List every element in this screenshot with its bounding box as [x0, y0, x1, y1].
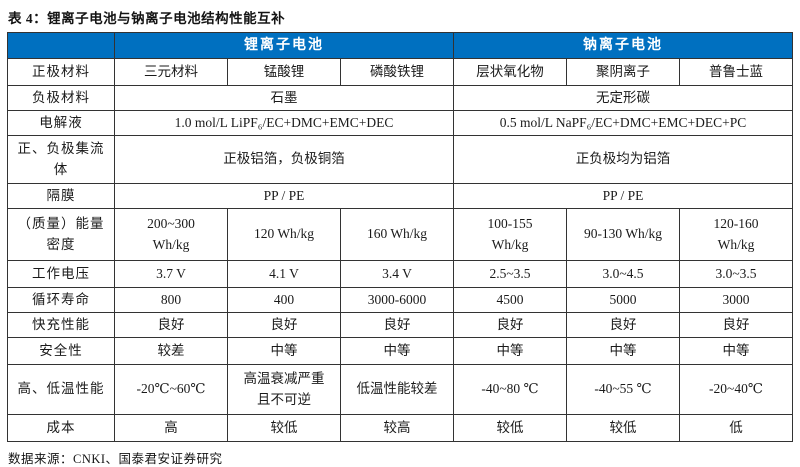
table-cell: 中等: [453, 337, 567, 365]
table-cell: 3.0~3.5: [679, 260, 793, 288]
row-label: 正极材料: [7, 58, 115, 86]
row-label: 正、负极集流 体: [7, 135, 115, 184]
row-label: 安全性: [7, 337, 115, 365]
table-cell: 1.0 mol/L LiPF₆/EC+DMC+EMC+DEC: [114, 110, 454, 136]
table-row-fast-charge: 快充性能 良好 良好 良好 良好 良好 良好: [7, 312, 793, 338]
row-label: 工作电压: [7, 260, 115, 288]
table-cell: 中等: [227, 337, 341, 365]
table-cell: 400: [227, 287, 341, 313]
row-label: （质量）能量 密度: [7, 208, 115, 261]
table-row-current-collector: 正、负极集流 体 正极铝箔，负极铜箔 正负极均为铝箔: [7, 135, 793, 184]
table-cell: 低温性能较差: [340, 364, 454, 415]
table-cell: 3.0~4.5: [566, 260, 680, 288]
table-cell: 中等: [340, 337, 454, 365]
header-empty-cell: [7, 32, 115, 59]
header-lithium: 锂离子电池: [114, 32, 454, 59]
table-cell: 120-160 Wh/kg: [679, 208, 793, 261]
table-cell: 良好: [340, 312, 454, 338]
table-cell: 低: [679, 414, 793, 442]
row-label: 快充性能: [7, 312, 115, 338]
header-sodium: 钠离子电池: [453, 32, 793, 59]
row-label: 循环寿命: [7, 287, 115, 313]
table-cell: 160 Wh/kg: [340, 208, 454, 261]
table-cell: 3000-6000: [340, 287, 454, 313]
table-cell: 较低: [227, 414, 341, 442]
table-cell: 无定形碳: [453, 85, 793, 111]
table-cell: 良好: [566, 312, 680, 338]
table-cell: 三元材料: [114, 58, 228, 86]
table-cell: -40~55 ℃: [566, 364, 680, 415]
row-label: 电解液: [7, 110, 115, 136]
table-cell: 正负极均为铝箔: [453, 135, 793, 184]
table-cell: 5000: [566, 287, 680, 313]
table-cell: 800: [114, 287, 228, 313]
table-cell: 3000: [679, 287, 793, 313]
table-cell: 磷酸铁锂: [340, 58, 454, 86]
table-cell: 良好: [453, 312, 567, 338]
table-cell: -40~80 ℃: [453, 364, 567, 415]
table-cell: 200~300 Wh/kg: [114, 208, 228, 261]
table-cell: -20℃~60℃: [114, 364, 228, 415]
table-cell: 中等: [566, 337, 680, 365]
table-cell: 较高: [340, 414, 454, 442]
table-cell: PP / PE: [453, 183, 793, 209]
table-cell: 100-155 Wh/kg: [453, 208, 567, 261]
table-cell: 较差: [114, 337, 228, 365]
table-cell: -20~40℃: [679, 364, 793, 415]
row-label: 成本: [7, 414, 115, 442]
table-title: 表 4：锂离子电池与钠离子电池结构性能互补: [8, 11, 286, 26]
battery-comparison-table: 锂离子电池 钠离子电池 正极材料 三元材料 锰酸锂 磷酸铁锂 层状氧化物 聚阴离…: [7, 32, 793, 442]
table-cell: 正极铝箔，负极铜箔: [114, 135, 454, 184]
table-cell: 良好: [679, 312, 793, 338]
table-row-separator: 隔膜 PP / PE PP / PE: [7, 183, 793, 209]
table-cell: 较低: [453, 414, 567, 442]
table-row-cathode: 正极材料 三元材料 锰酸锂 磷酸铁锂 层状氧化物 聚阴离子 普鲁士蓝: [7, 58, 793, 86]
table-cell: 普鲁士蓝: [679, 58, 793, 86]
table-cell: 较低: [566, 414, 680, 442]
table-cell: 4500: [453, 287, 567, 313]
table-cell: 良好: [114, 312, 228, 338]
table-row-safety: 安全性 较差 中等 中等 中等 中等 中等: [7, 337, 793, 365]
table-row-cycle-life: 循环寿命 800 400 3000-6000 4500 5000 3000: [7, 287, 793, 313]
table-cell: 4.1 V: [227, 260, 341, 288]
table-cell: 聚阴离子: [566, 58, 680, 86]
table-cell: 层状氧化物: [453, 58, 567, 86]
table-cell: 2.5~3.5: [453, 260, 567, 288]
table-row-temperature-performance: 高、低温性能 -20℃~60℃ 高温衰减严重 且不可逆 低温性能较差 -40~8…: [7, 364, 793, 415]
table-cell: 3.7 V: [114, 260, 228, 288]
table-cell: 锰酸锂: [227, 58, 341, 86]
row-label: 隔膜: [7, 183, 115, 209]
table-cell: 90-130 Wh/kg: [566, 208, 680, 261]
table-cell: 高: [114, 414, 228, 442]
table-header-row: 锂离子电池 钠离子电池: [7, 32, 793, 59]
table-cell: 3.4 V: [340, 260, 454, 288]
table-row-cost: 成本 高 较低 较高 较低 较低 低: [7, 414, 793, 442]
table-cell: 良好: [227, 312, 341, 338]
table-cell: 120 Wh/kg: [227, 208, 341, 261]
table-row-voltage: 工作电压 3.7 V 4.1 V 3.4 V 2.5~3.5 3.0~4.5 3…: [7, 260, 793, 288]
table-cell: 0.5 mol/L NaPF₆/EC+DMC+EMC+DEC+PC: [453, 110, 793, 136]
table-cell: 高温衰减严重 且不可逆: [227, 364, 341, 415]
row-label: 高、低温性能: [7, 364, 115, 415]
table-cell: 石墨: [114, 85, 454, 111]
table-cell: PP / PE: [114, 183, 454, 209]
table-cell: 中等: [679, 337, 793, 365]
data-source-note: 数据来源：CNKI、国泰君安证券研究: [8, 452, 223, 466]
table-row-anode: 负极材料 石墨 无定形碳: [7, 85, 793, 111]
table-row-energy-density: （质量）能量 密度 200~300 Wh/kg 120 Wh/kg 160 Wh…: [7, 208, 793, 261]
table-row-electrolyte: 电解液 1.0 mol/L LiPF₆/EC+DMC+EMC+DEC 0.5 m…: [7, 110, 793, 136]
row-label: 负极材料: [7, 85, 115, 111]
